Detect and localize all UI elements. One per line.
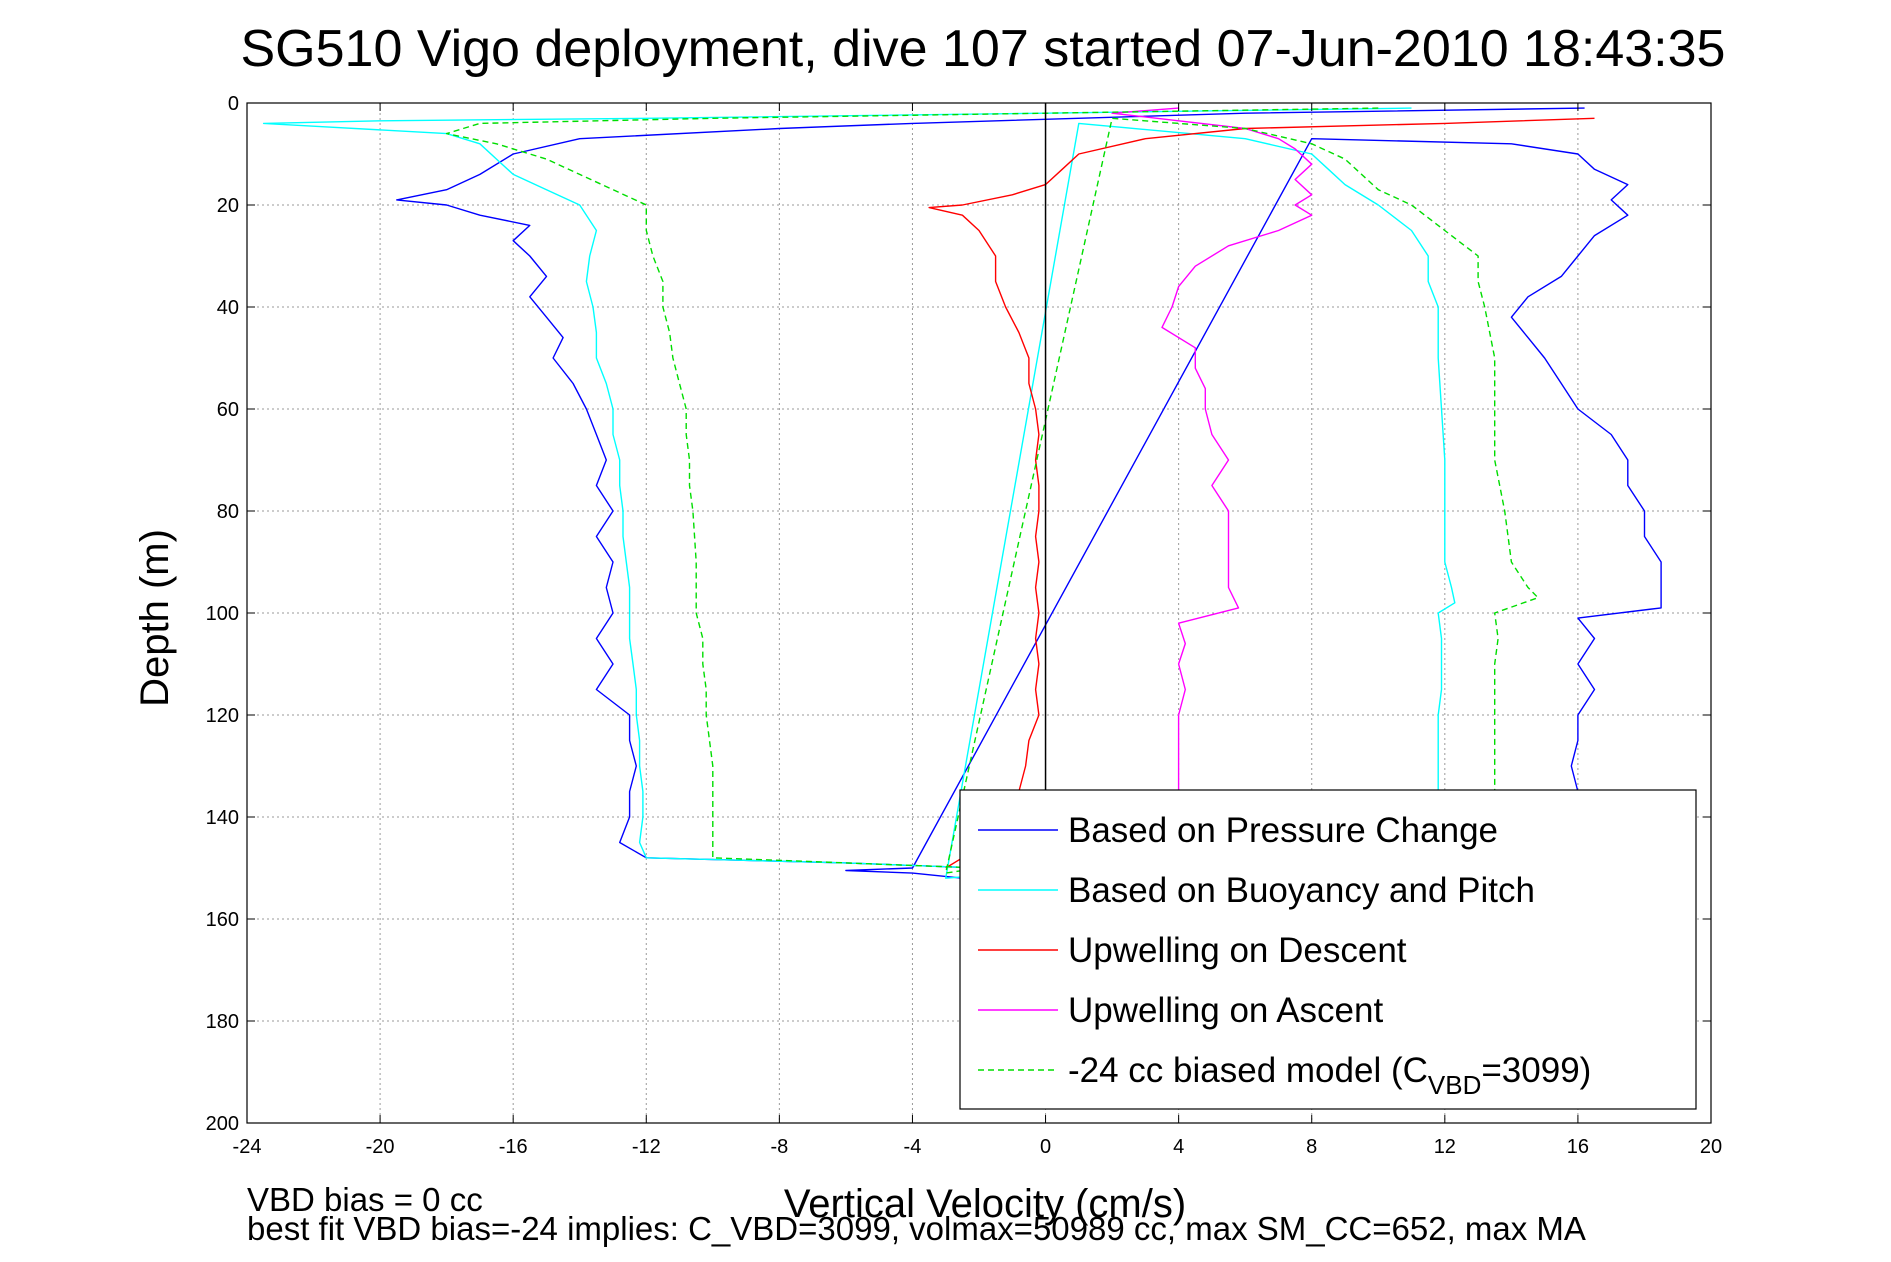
x-tick-label: 4 (1173, 1136, 1184, 1158)
legend: Based on Pressure Change Based on Buoyanc… (959, 789, 1697, 1110)
y-tick-label: 180 (206, 1011, 239, 1033)
chart-title: SG510 Vigo deployment, dive 107 started … (241, 20, 1726, 78)
x-tick-label: 0 (1040, 1136, 1051, 1158)
series-based-on-buoyancy-and-pitch (262, 107, 1456, 879)
legend-label: -24 cc biased model (CVBD=3099) (1068, 1051, 1591, 1100)
x-tick-label: 12 (1434, 1136, 1456, 1158)
y-tick-label: 80 (217, 501, 239, 523)
x-tick-label: -8 (770, 1136, 788, 1158)
legend-label: Upwelling on Ascent (1068, 991, 1383, 1030)
legend-label: Based on Pressure Change (1068, 811, 1498, 850)
x-tick-label: 16 (1567, 1136, 1589, 1158)
series-layer (262, 107, 1662, 879)
y-tick-label: 140 (206, 807, 239, 829)
legend-label: Based on Buoyancy and Pitch (1068, 871, 1535, 910)
y-tick-label: 40 (217, 297, 239, 319)
legend-label: Upwelling on Descent (1068, 931, 1407, 970)
x-tick-label: 20 (1700, 1136, 1722, 1158)
y-tick-label: 100 (206, 603, 239, 625)
y-tick-label: 20 (217, 195, 239, 217)
legend-box (959, 789, 1697, 1110)
x-tick-label: -16 (499, 1136, 528, 1158)
y-tick-label: 200 (206, 1113, 239, 1135)
x-tick-label: 8 (1306, 1136, 1317, 1158)
ticks: -24 -20 -16 -12 -8 -4 0 4 8 12 16 20020406080100120… (206, 93, 1723, 1158)
x-axis-label: Vertical Velocity (cm/s) (784, 1182, 1186, 1226)
y-tick-label: 160 (206, 909, 239, 931)
series-upwelling-on-descent (928, 117, 1595, 869)
series-upwelling-on-ascent (1111, 107, 1313, 817)
y-axis-label: Depth (m) (133, 529, 177, 707)
series-24-cc-biased-model-c-vbd-3099 (445, 107, 1539, 874)
x-tick-label: -12 (632, 1136, 661, 1158)
x-tick-label: -20 (366, 1136, 395, 1158)
y-tick-label: 60 (217, 399, 239, 421)
y-tick-label: 0 (228, 93, 239, 115)
annotation-vbd-bias: VBD bias = 0 cc (247, 1181, 483, 1218)
annotation-best-fit: best fit VBD bias=-24 implies: C_VBD=309… (247, 1210, 1586, 1247)
x-tick-label: -24 (233, 1136, 262, 1158)
y-tick-label: 120 (206, 705, 239, 727)
x-tick-label: -4 (904, 1136, 922, 1158)
